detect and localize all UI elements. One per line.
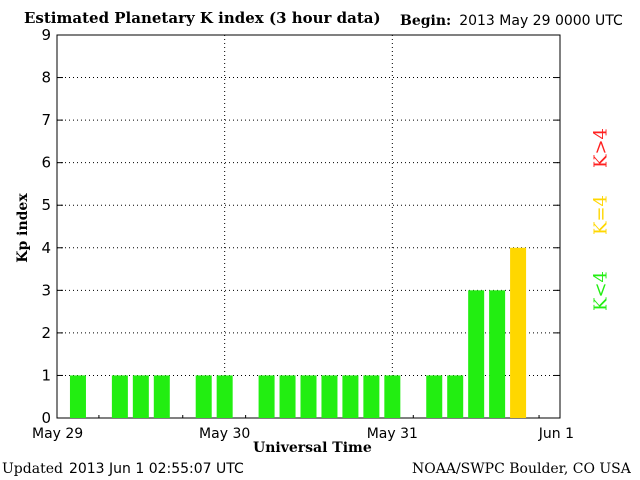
kp-bar: [321, 375, 338, 418]
kp-bar: [153, 375, 170, 418]
x-tick-label: May 29: [32, 426, 83, 442]
kp-bar: [132, 375, 149, 418]
kp-bar: [216, 375, 233, 418]
updated-label: Updated: [2, 461, 63, 477]
kp-bar: [447, 375, 464, 418]
y-tick-label: 2: [41, 324, 51, 342]
y-tick-label: 7: [41, 111, 51, 129]
begin-time: Begin: 2013 May 29 0000 UTC: [400, 13, 623, 29]
kp-bar: [258, 375, 275, 418]
kp-bar: [342, 375, 359, 418]
kp-bar: [384, 375, 401, 418]
kp-bar: [468, 290, 485, 418]
y-tick-label: 9: [41, 26, 51, 44]
kp-bar: [426, 375, 443, 418]
kp-bar: [279, 375, 296, 418]
kp-bar: [510, 247, 527, 418]
x-tick-label: May 30: [199, 426, 250, 442]
begin-value: 2013 May 29 0000 UTC: [459, 13, 623, 29]
y-tick-label: 5: [41, 196, 51, 214]
plot-frame: [56, 34, 561, 419]
legend-mid: K=4: [591, 195, 612, 235]
kp-bar: [300, 375, 317, 418]
y-tick-label: 1: [41, 366, 51, 384]
source-credit: NOAA/SWPC Boulder, CO USA: [412, 461, 631, 477]
y-tick-label: 0: [41, 409, 51, 427]
x-tick-label: Jun 1: [538, 426, 574, 442]
updated-timestamp: Updated 2013 Jun 1 02:55:07 UTC: [2, 461, 244, 477]
legend-mid-label: K=4: [590, 195, 612, 235]
y-tick-label: 4: [41, 239, 51, 257]
x-axis-label: Universal Time: [253, 440, 372, 456]
y-tick-label: 8: [41, 69, 51, 87]
kp-bar: [69, 375, 86, 418]
kp-bar: [111, 375, 128, 418]
updated-value: 2013 Jun 1 02:55:07 UTC: [68, 461, 244, 477]
kp-bar: [195, 375, 212, 418]
x-tick-label: May 31: [367, 426, 418, 442]
y-tick-label: 6: [41, 154, 51, 172]
begin-label: Begin:: [400, 13, 452, 29]
kp-bar: [363, 375, 380, 418]
legend-high-label: K>4: [590, 128, 612, 168]
legend-high: K>4: [591, 128, 612, 168]
legend-low-label: K<4: [590, 271, 612, 311]
legend-low: K<4: [591, 271, 612, 311]
kp-bar: [489, 290, 506, 418]
y-tick-label: 3: [41, 281, 51, 299]
chart-title: Estimated Planetary K index (3 hour data…: [24, 9, 381, 27]
